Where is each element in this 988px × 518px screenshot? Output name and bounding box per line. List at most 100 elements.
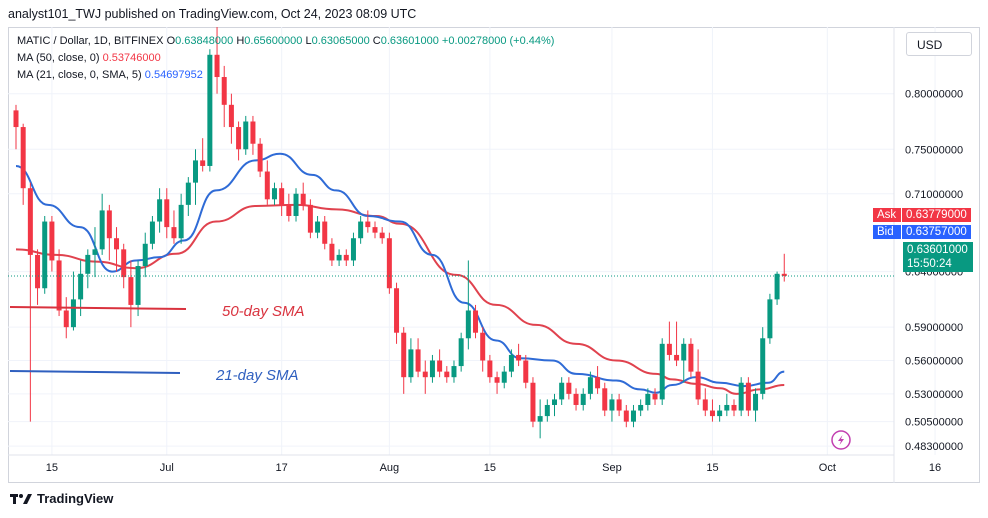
time-tick-label: 15 [706,462,718,474]
candle-body [688,343,694,372]
candle-body [774,273,780,300]
candle-body [78,273,84,300]
candle [386,232,392,294]
candle [271,182,277,205]
candle [135,260,141,317]
candle [437,349,443,378]
candle-body [580,393,586,405]
candle [702,388,708,417]
candle [106,204,112,261]
candle [537,399,543,439]
candle-body [379,232,385,239]
ma50-value: 0.53746000 [102,52,161,64]
change-value: +0.00278000 (+0.44%) [441,35,555,47]
candle [530,377,536,428]
candle [480,327,486,372]
candle [501,366,507,389]
candle-body [214,54,220,78]
candle-body [401,332,407,378]
candle [602,382,608,417]
candle-body [523,360,529,383]
candle-body [630,410,636,422]
candle [121,243,127,289]
candle [49,215,55,272]
candle [171,210,177,244]
candle-body [157,199,163,222]
candle [681,338,687,383]
sma50-annotation: 50-day SMA [222,303,305,320]
candle-body [731,404,737,411]
candle [422,360,428,394]
candle-body [645,393,651,405]
candle-body [530,382,536,422]
candlesticks [13,27,787,439]
candle [559,377,565,405]
candle-body [487,360,493,378]
low-value: 0.63065000 [311,35,370,47]
candle [616,393,622,417]
candle [595,366,601,394]
time-tick-label: Aug [380,462,400,474]
last-price-badge: 0.63601000 15:50:24 [903,242,973,272]
candle [279,182,285,216]
moving-average-lines [15,152,785,395]
candle-body [602,388,608,411]
candle-body [178,204,184,239]
candle-body [559,382,565,400]
candle [623,404,629,428]
currency-button[interactable]: USD [906,32,972,56]
candle [587,371,593,400]
candle [767,293,773,344]
price-tick-label: 0.56000000 [905,356,963,368]
candle-body [544,404,550,417]
bid-label: Bid [873,225,901,239]
legend-ohlc: MATIC / Dollar, 1D, BITFINEX O0.63848000… [17,35,554,47]
candle [149,215,155,250]
candle [92,227,98,278]
candle [638,399,644,417]
candle [214,27,220,94]
candle-body [114,238,120,250]
candle-body [271,188,277,200]
candle-body [458,338,464,367]
candle-body [501,371,507,383]
candle-body [422,371,428,378]
candle [70,271,76,331]
candle-body [49,221,55,261]
candle-body [623,410,629,422]
candle [609,393,615,422]
candle-body [494,377,500,383]
candle [753,388,759,422]
candle [738,377,744,417]
candle-body [164,199,170,228]
candle [78,260,84,317]
candle [350,232,356,267]
symbol-label: MATIC / Dollar, 1D, BITFINEX [17,35,164,47]
price-chart[interactable]: 0.48300000 0.50500000 0.53000000 0.56000000… [8,27,980,483]
candle [508,349,514,378]
candle [307,199,313,239]
candle-body [666,343,672,355]
candle [300,182,306,211]
bid-badge: Bid 0.63757000 [873,225,973,239]
candle [56,249,62,317]
countdown-timer: 15:50:24 [907,258,952,270]
price-tick-label: 0.59000000 [905,322,963,334]
candle-body [681,343,687,361]
candle [573,388,579,411]
candle-body [35,254,41,289]
candle-body [429,360,435,378]
time-tick-label: 15 [46,462,58,474]
candle-body [99,210,105,250]
candle-body [329,243,335,261]
candle [343,249,349,267]
candle [365,210,371,233]
candle [27,182,33,422]
candle [709,399,715,422]
candle [745,377,751,417]
candle-body [63,310,69,328]
candle-body [659,343,665,400]
candle [473,304,479,339]
candle-body [537,416,543,422]
candle [228,93,234,144]
